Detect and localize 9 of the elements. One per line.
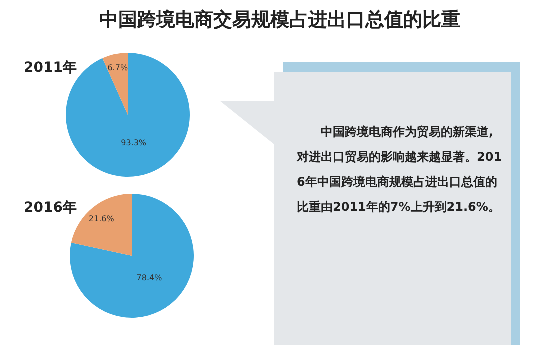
pie-slice bbox=[102, 53, 128, 115]
text: 2011年 bbox=[24, 60, 77, 76]
data-label: 21.6% bbox=[88, 214, 115, 224]
data-label: 78.4% bbox=[136, 274, 163, 283]
text: 中国跨境电商作为贸易的新渠道,对进出口贸易的影响越来越显著。2016年中国跨境电商规模占进出口总值的比重由2011年的7%上升到21.6%。 bbox=[296, 125, 502, 214]
text: 中国跨境电商交易规模占进出口总值的比重 bbox=[100, 9, 460, 31]
data-label: 93.3% bbox=[121, 138, 147, 148]
chart-title: 2016年 bbox=[24, 200, 77, 216]
data-label: 6.7% bbox=[108, 64, 128, 73]
